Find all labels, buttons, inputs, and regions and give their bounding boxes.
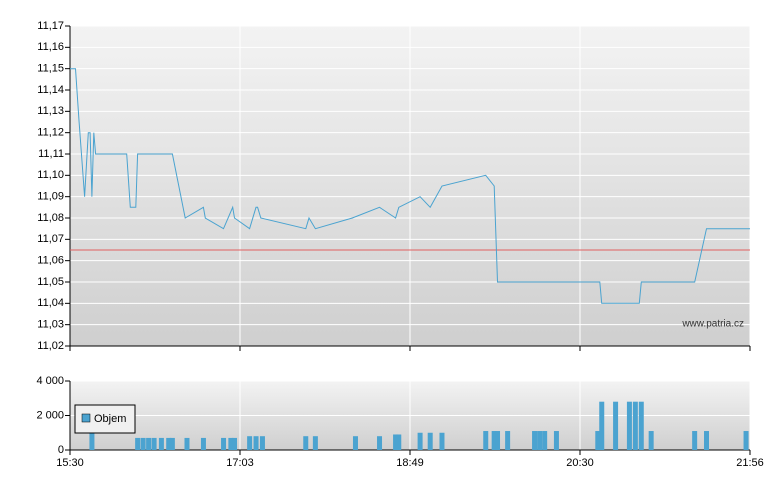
- volume-bar: [638, 401, 644, 450]
- volume-bar: [232, 437, 238, 450]
- y-tick-label: 11,11: [38, 148, 64, 160]
- legend-swatch: [81, 413, 91, 423]
- volume-bar: [184, 437, 190, 450]
- volume-bar: [743, 431, 749, 450]
- volume-bar: [135, 437, 141, 450]
- volume-bar: [532, 431, 538, 450]
- volume-bar: [439, 432, 445, 450]
- volume-bar: [140, 437, 146, 450]
- volume-bar: [259, 436, 265, 450]
- y-tick-label: 11,14: [37, 84, 64, 96]
- y-tick-label: 0: [58, 444, 64, 456]
- volume-bar: [537, 431, 543, 450]
- x-tick-label: 17:03: [226, 457, 254, 469]
- volume-bar: [200, 437, 206, 450]
- volume-bar: [542, 431, 548, 450]
- y-tick-label: 11,09: [37, 191, 64, 203]
- y-tick-label: 11,06: [37, 255, 64, 267]
- y-tick-label: 11,04: [37, 297, 64, 309]
- volume-bar: [648, 431, 654, 450]
- volume-bar: [704, 431, 710, 450]
- y-tick-label: 11,05: [37, 276, 64, 288]
- volume-bar: [253, 436, 259, 450]
- legend-label: Objem: [94, 413, 126, 425]
- y-tick-label: 11,03: [37, 319, 64, 331]
- volume-bar: [613, 401, 619, 450]
- volume-bar: [352, 436, 358, 450]
- x-tick-label: 20:30: [566, 457, 594, 469]
- volume-bar: [495, 431, 501, 450]
- volume-bar: [417, 432, 423, 450]
- x-tick-label: 18:49: [396, 457, 424, 469]
- y-tick-label: 11,13: [37, 105, 64, 117]
- volume-bar: [146, 437, 152, 450]
- volume-bar: [169, 437, 175, 450]
- y-tick-label: 11,15: [37, 63, 64, 75]
- y-tick-label: 11,17: [37, 20, 64, 32]
- volume-bar: [491, 431, 497, 450]
- volume-bar: [483, 431, 489, 450]
- volume-bar: [505, 431, 511, 450]
- y-tick-label: 4 000: [36, 375, 64, 387]
- y-tick-label: 11,16: [37, 41, 64, 53]
- volume-bar: [599, 401, 605, 450]
- volume-bar: [247, 436, 253, 450]
- volume-bar: [553, 431, 559, 450]
- x-tick-label: 21:56: [736, 457, 764, 469]
- volume-bar: [228, 437, 234, 450]
- volume-bar: [303, 436, 309, 450]
- volume-bar: [595, 431, 601, 450]
- y-tick-label: 11,07: [37, 233, 64, 245]
- volume-bar: [427, 432, 433, 450]
- y-tick-label: 2 000: [36, 409, 64, 421]
- y-tick-label: 11,12: [37, 127, 64, 139]
- watermark: www.patria.cz: [681, 319, 744, 330]
- volume-bar: [221, 437, 227, 450]
- volume-bar: [632, 401, 638, 450]
- volume-bar: [312, 436, 318, 450]
- volume-bar: [396, 434, 402, 450]
- y-tick-label: 11,02: [37, 340, 64, 352]
- volume-bar: [692, 431, 698, 450]
- y-tick-label: 11,08: [37, 212, 64, 224]
- x-tick-label: 15:30: [56, 457, 84, 469]
- volume-bar: [89, 432, 95, 450]
- volume-bar: [158, 437, 164, 450]
- price-line: [70, 68, 750, 304]
- volume-bar: [626, 401, 632, 450]
- volume-bar: [393, 434, 399, 450]
- volume-bar: [166, 437, 172, 450]
- volume-bar: [151, 437, 157, 450]
- y-tick-label: 11,10: [37, 169, 64, 181]
- volume-bar: [377, 436, 383, 450]
